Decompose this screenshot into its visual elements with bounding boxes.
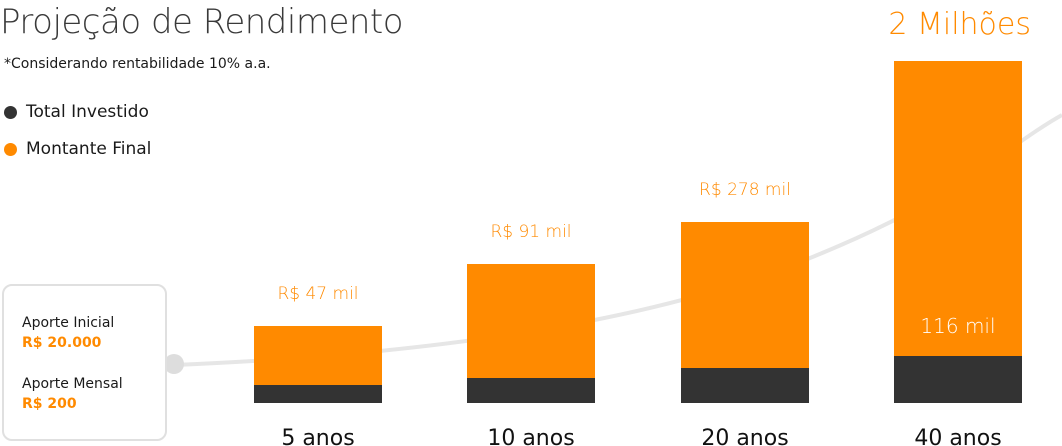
initial-contribution-value: R$ 20.000 bbox=[22, 335, 102, 351]
bar-montante-final bbox=[894, 61, 1022, 403]
chart-title: Projeção de Rendimento bbox=[0, 2, 404, 42]
bar-total-investido bbox=[681, 368, 809, 403]
legend-label-final: Montante Final bbox=[26, 139, 152, 159]
legend-item-total-investido: Total Investido bbox=[4, 101, 149, 123]
legend-swatch-final bbox=[4, 142, 17, 156]
data-label-final: R$ 278 mil bbox=[699, 180, 791, 200]
legend-item-montante-final: Montante Final bbox=[4, 138, 151, 160]
x-tick-label: 5 anos bbox=[281, 426, 354, 446]
x-tick-label: 10 anos bbox=[487, 426, 574, 446]
data-label-invested: 116 mil bbox=[920, 314, 995, 338]
initial-contribution-label: Aporte Inicial bbox=[22, 315, 115, 331]
legend-swatch-invested bbox=[4, 105, 17, 119]
legend-label-invested: Total Investido bbox=[26, 102, 149, 122]
bar-total-investido bbox=[467, 378, 595, 403]
data-label-final: 2 Milhões bbox=[888, 7, 1031, 42]
monthly-contribution-label: Aporte Mensal bbox=[22, 376, 123, 392]
curve-start-dot bbox=[164, 354, 184, 374]
chart-subtitle: *Considerando rentabilidade 10% a.a. bbox=[4, 56, 271, 72]
contribution-info-box: Aporte Inicial R$ 20.000 Aporte Mensal R… bbox=[2, 284, 167, 441]
bar-total-investido bbox=[894, 356, 1022, 403]
bar-total-investido bbox=[254, 385, 382, 403]
monthly-contribution-value: R$ 200 bbox=[22, 396, 77, 412]
x-tick-label: 40 anos bbox=[914, 426, 1001, 446]
data-label-final: R$ 91 mil bbox=[490, 222, 571, 242]
x-tick-label: 20 anos bbox=[701, 426, 788, 446]
data-label-final: R$ 47 mil bbox=[277, 284, 358, 304]
